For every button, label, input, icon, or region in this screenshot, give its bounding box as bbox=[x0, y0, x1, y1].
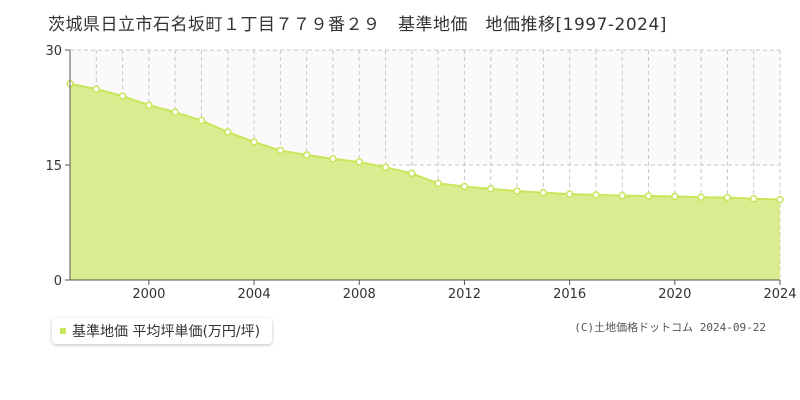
series-markers bbox=[66, 79, 784, 204]
x-tick-label: 2012 bbox=[448, 287, 481, 302]
legend-label: 基準地価 平均坪単価(万円/坪) bbox=[72, 324, 261, 340]
data-point bbox=[644, 192, 653, 200]
x-tick-label: 2004 bbox=[238, 287, 271, 302]
x-tick-label: 2020 bbox=[658, 287, 691, 302]
legend: 基準地価 平均坪単価(万円/坪) bbox=[52, 318, 273, 344]
data-point bbox=[618, 191, 626, 200]
x-tick-label: 2016 bbox=[553, 287, 586, 302]
data-point bbox=[671, 192, 679, 201]
x-tick-label: 2024 bbox=[763, 287, 796, 302]
data-point bbox=[92, 85, 101, 93]
data-point bbox=[250, 138, 258, 146]
data-point bbox=[408, 169, 416, 178]
data-point bbox=[460, 182, 469, 191]
data-point bbox=[197, 116, 206, 125]
y-tick-label: 15 bbox=[45, 159, 62, 174]
data-point bbox=[592, 191, 600, 199]
x-tick-label: 2008 bbox=[343, 287, 376, 302]
y-tick-label: 30 bbox=[45, 44, 62, 59]
tick-labels: 0 15 30 2000 2004 2008 2012 2016 2020 2024 bbox=[45, 44, 796, 302]
data-point bbox=[145, 101, 153, 109]
data-point bbox=[486, 185, 495, 193]
data-point bbox=[513, 187, 521, 195]
data-point bbox=[723, 193, 732, 202]
data-point bbox=[302, 151, 311, 159]
data-point bbox=[776, 195, 784, 204]
data-point bbox=[276, 146, 285, 155]
axes bbox=[65, 49, 781, 285]
data-point bbox=[565, 190, 574, 198]
copyright-text: (C)土地価格ドットコム 2024-09-22 bbox=[574, 321, 766, 334]
y-tick-label: 0 bbox=[54, 274, 62, 289]
legend-marker bbox=[60, 328, 66, 334]
data-point bbox=[224, 128, 232, 136]
data-point bbox=[171, 108, 179, 116]
data-point bbox=[749, 194, 758, 203]
data-point bbox=[539, 188, 548, 197]
data-point bbox=[355, 158, 364, 166]
data-point bbox=[697, 193, 705, 201]
chart-title: 茨城県日立市石名坂町１丁目７７９番２９ 基準地価 地価推移[1997-2024] bbox=[48, 15, 667, 35]
data-point bbox=[329, 155, 337, 163]
data-point bbox=[434, 179, 442, 188]
data-point bbox=[118, 92, 127, 100]
series-area bbox=[69, 82, 781, 280]
series-line bbox=[69, 82, 781, 201]
series-area-fill bbox=[70, 83, 780, 280]
x-tick-label: 2000 bbox=[132, 287, 165, 302]
data-point bbox=[381, 163, 390, 172]
